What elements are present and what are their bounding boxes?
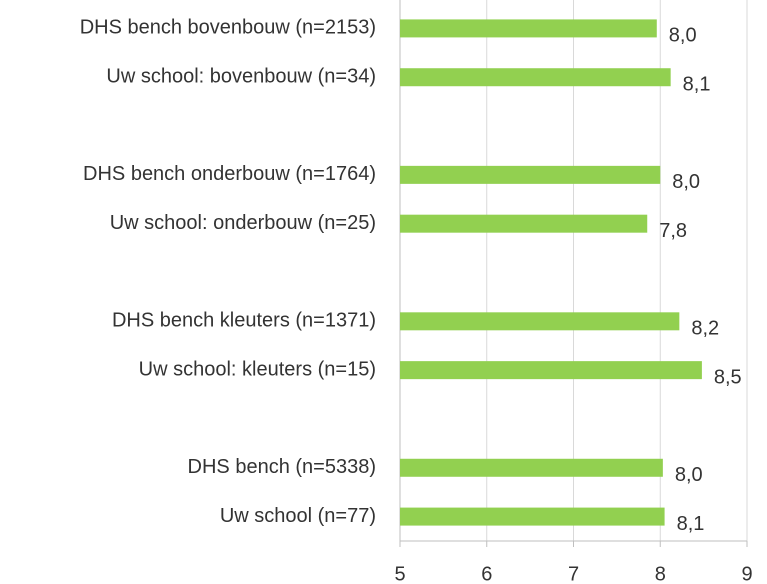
value-label: 8,5 [714, 366, 742, 388]
y-tick-label: DHS bench kleuters (n=1371) [112, 310, 376, 332]
bar [400, 165, 661, 184]
value-label: 8,0 [669, 25, 697, 47]
value-label: 8,1 [677, 513, 705, 535]
x-tick-label: 6 [481, 563, 492, 584]
x-tick-label: 8 [655, 563, 666, 584]
x-tick-label: 5 [394, 563, 405, 584]
value-label: 7,8 [659, 220, 687, 242]
y-tick-label: DHS bench (n=5338) [188, 456, 376, 478]
value-label: 8,2 [691, 318, 719, 340]
bar [400, 361, 702, 380]
y-tick-label: DHS bench onderbouw (n=1764) [83, 163, 376, 185]
x-tick-label: 9 [741, 563, 752, 584]
value-label: 8,0 [672, 171, 700, 193]
bar [400, 507, 665, 526]
bar [400, 214, 648, 233]
bar [400, 19, 657, 38]
y-tick-label: Uw school: onderbouw (n=25) [110, 212, 376, 234]
y-tick-label: DHS bench bovenbouw (n=2153) [80, 17, 376, 39]
y-tick-label: Uw school (n=77) [220, 505, 376, 527]
bar [400, 458, 663, 477]
bar [400, 312, 680, 331]
value-label: 8,0 [675, 464, 703, 486]
y-tick-label: Uw school: bovenbouw (n=34) [106, 66, 376, 88]
bar [400, 68, 671, 87]
x-tick-label: 7 [568, 563, 579, 584]
y-tick-label: Uw school: kleuters (n=15) [139, 358, 376, 380]
value-label: 8,1 [683, 74, 711, 96]
